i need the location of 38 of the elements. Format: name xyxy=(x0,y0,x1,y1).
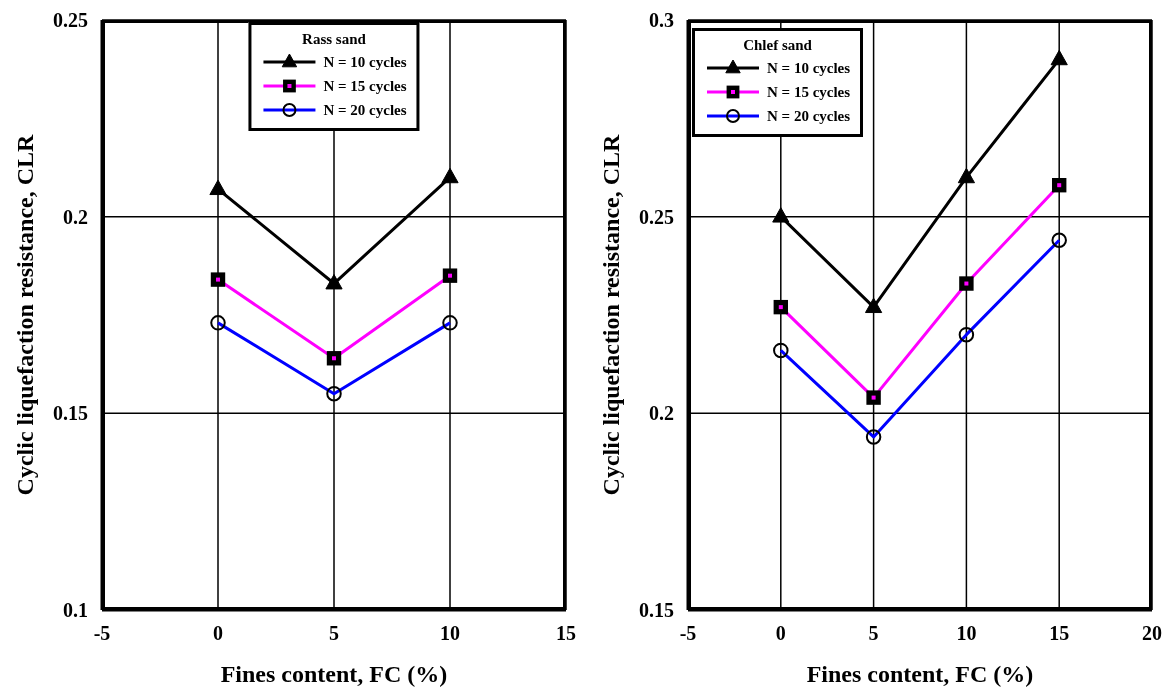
legend-label: N = 10 cycles xyxy=(323,53,407,71)
legend-label: N = 10 cycles xyxy=(767,59,851,77)
x-tick-label: 10 xyxy=(956,622,977,645)
x-axis-title: Fines content, FC (%) xyxy=(220,661,448,687)
legend-label: N = 20 cycles xyxy=(323,101,407,119)
point xyxy=(772,207,790,223)
x-tick-label: 0 xyxy=(775,622,786,645)
x-tick-label: 20 xyxy=(1142,622,1162,645)
y-tick-label: 0.2 xyxy=(649,402,674,425)
point xyxy=(325,274,343,290)
y-axis-title: Cyclic liquefaction resistance, CLR xyxy=(11,133,38,496)
x-tick-label: 15 xyxy=(1049,622,1070,645)
y-tick-label: 0.15 xyxy=(53,402,88,425)
point xyxy=(441,167,459,184)
point xyxy=(1050,49,1068,66)
x-tick-label: 10 xyxy=(440,622,460,645)
point xyxy=(957,167,975,184)
x-tick-label: 5 xyxy=(329,622,339,645)
point xyxy=(209,179,227,196)
y-tick-label: 0.25 xyxy=(639,205,674,228)
x-tick-label: -5 xyxy=(679,622,697,645)
y-tick-label: 0.25 xyxy=(53,9,88,32)
x-tick-label: 15 xyxy=(556,622,576,645)
x-axis-title: Fines content, FC (%) xyxy=(806,661,1034,687)
x-tick-label: 5 xyxy=(868,622,879,645)
y-tick-label: 0.2 xyxy=(63,205,88,228)
legend-title: Rass sand xyxy=(301,31,367,48)
x-tick-label: 0 xyxy=(213,622,223,645)
y-axis-title: Cyclic liquefaction resistance, CLR xyxy=(597,133,624,496)
legend-title: Chlef sand xyxy=(742,37,813,54)
y-tick-label: 0.3 xyxy=(649,9,674,32)
legend-label: N = 20 cycles xyxy=(767,107,851,125)
x-tick-label: -5 xyxy=(93,622,111,645)
legend-label: N = 15 cycles xyxy=(323,77,407,95)
legend-label: N = 15 cycles xyxy=(767,83,851,101)
point xyxy=(865,297,883,314)
y-tick-label: 0.1 xyxy=(63,599,88,622)
y-tick-label: 0.15 xyxy=(639,599,674,622)
